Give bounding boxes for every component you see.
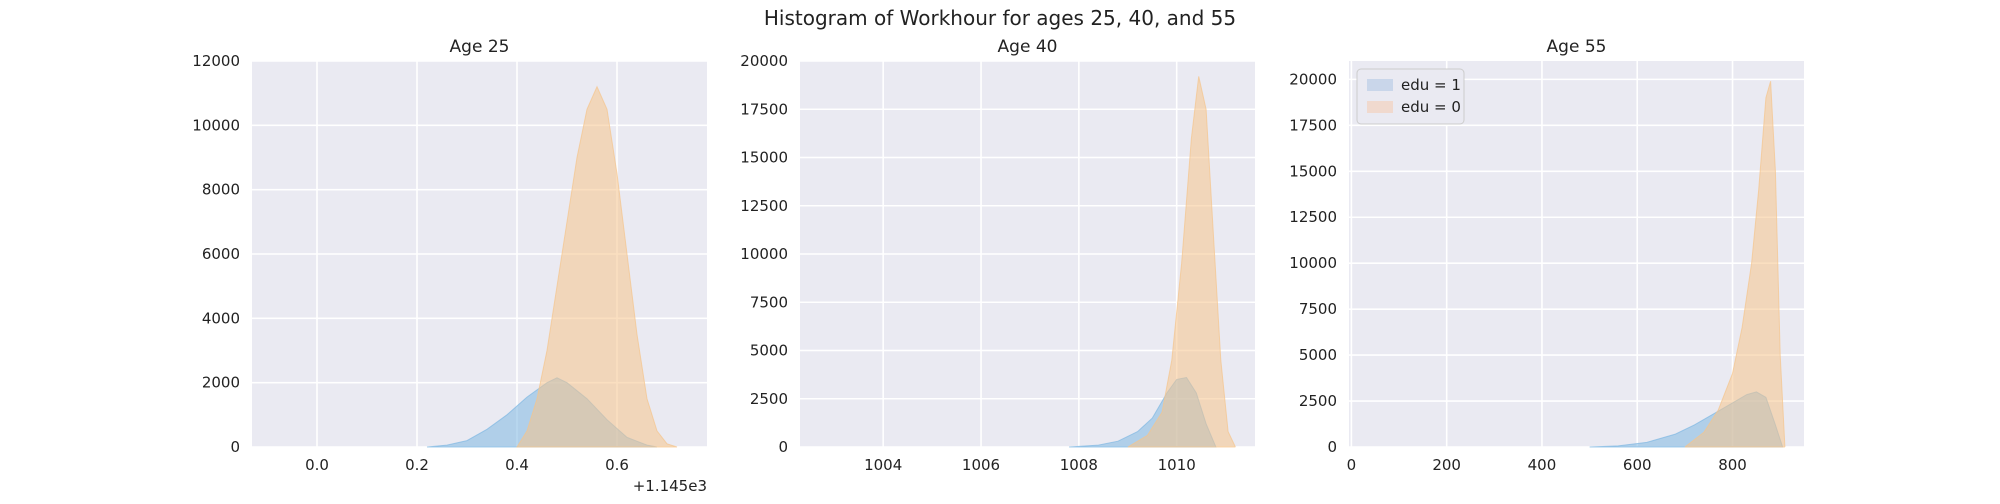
chart-title: Age 25: [450, 37, 510, 57]
y-tick-label: 5000: [750, 342, 788, 360]
x-tick-label: 1010: [1158, 456, 1196, 474]
x-tick-label: 0.4: [505, 456, 529, 474]
y-tick-label: 6000: [202, 245, 240, 263]
y-tick-label: 0: [230, 438, 240, 456]
legend-label: edu = 0: [1401, 98, 1461, 116]
x-tick-label: 0.2: [405, 456, 429, 474]
legend-swatch: [1367, 101, 1393, 113]
y-tick-label: 4000: [202, 309, 240, 327]
chart-panel-2: Age 40 1004 1006 1008 1010 0 2500 5000 7500 10000…: [740, 37, 1255, 474]
y-tick-label: 17500: [740, 100, 788, 118]
x-tick-label: 0: [1347, 456, 1357, 474]
chart-title: Age 40: [998, 37, 1058, 57]
figure-suptitle: Histogram of Workhour for ages 25, 40, a…: [0, 6, 2000, 30]
x-tick-label: 0.6: [605, 456, 629, 474]
y-tick-label: 2500: [750, 390, 788, 408]
chart-panel-3: Age 55 0 200 400 600 800 0 2500 5000 7500 10000 125…: [1289, 37, 1804, 474]
y-tick-label: 15000: [740, 149, 788, 167]
y-tick-label: 20000: [740, 52, 788, 70]
y-tick-label: 10000: [740, 245, 788, 263]
legend: edu = 1 edu = 0: [1357, 69, 1464, 124]
y-tick-label: 5000: [1299, 346, 1337, 364]
x-tick-label: 1008: [1060, 456, 1098, 474]
y-tick-label: 7500: [1299, 300, 1337, 318]
chart-panel-1: Age 25 0.0 0.2 0.4 0.6 0 2000 4000 6000 8000 10000…: [192, 37, 707, 495]
x-tick-label: 0.0: [305, 456, 329, 474]
y-tick-label: 12500: [1289, 208, 1337, 226]
x-tick-label: 1004: [864, 456, 902, 474]
y-tick-label: 0: [1327, 438, 1337, 456]
chart-title: Age 55: [1547, 37, 1607, 57]
y-tick-label: 17500: [1289, 116, 1337, 134]
legend-swatch: [1367, 79, 1393, 91]
y-tick-label: 12500: [740, 197, 788, 215]
y-tick-label: 2500: [1299, 392, 1337, 410]
y-tick-label: 12000: [192, 52, 240, 70]
y-tick-label: 15000: [1289, 162, 1337, 180]
x-tick-label: 800: [1718, 456, 1747, 474]
x-offset-label: +1.145e3: [633, 477, 707, 495]
y-tick-label: 10000: [192, 116, 240, 134]
x-tick-label: 600: [1623, 456, 1652, 474]
y-tick-label: 2000: [202, 374, 240, 392]
y-tick-label: 20000: [1289, 70, 1337, 88]
legend-label: edu = 1: [1401, 76, 1461, 94]
y-tick-label: 10000: [1289, 254, 1337, 272]
y-tick-label: 0: [778, 438, 788, 456]
y-tick-label: 8000: [202, 181, 240, 199]
x-tick-label: 200: [1432, 456, 1461, 474]
x-tick-label: 1006: [962, 456, 1000, 474]
x-tick-label: 400: [1528, 456, 1557, 474]
y-tick-label: 7500: [750, 293, 788, 311]
